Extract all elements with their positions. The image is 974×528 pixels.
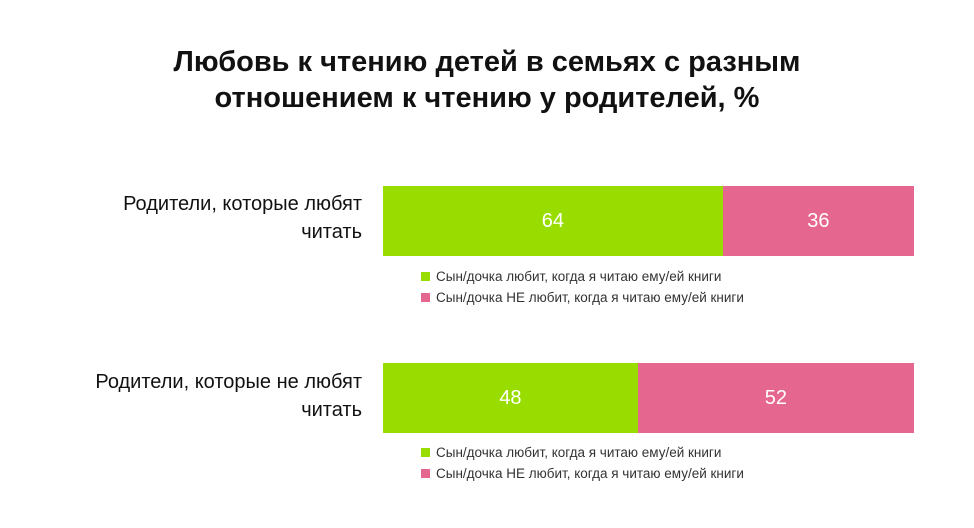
row-2-legend-text-not-loves: Сын/дочка НЕ любит, когда я читаю ему/ей… [436, 466, 744, 481]
chart-title-line-1: Любовь к чтению детей в семьях с разным [173, 46, 801, 78]
row-2-legend-item-loves: Сын/дочка любит, когда я читаю ему/ей кн… [421, 442, 744, 463]
row-1-legend-swatch-not-loves [421, 293, 430, 302]
row-1-bar-loves-value: 64 [541, 209, 565, 232]
row-2-stacked-bar: 48 52 [383, 363, 914, 433]
row-1-legend-item-not-loves: Сын/дочка НЕ любит, когда я читаю ему/ей… [421, 287, 744, 308]
row-2-bar-not-loves: 52 [637, 363, 914, 433]
row-1-bar-not-loves-value: 36 [807, 209, 830, 232]
row-2-label-line-1: Родители, которые не любят [95, 371, 362, 393]
chart-title: Любовь к чтению детей в семьях с разным … [0, 44, 974, 116]
row-1-legend: Сын/дочка любит, когда я читаю ему/ей кн… [421, 266, 744, 308]
row-1-legend-swatch-loves [421, 272, 430, 281]
row-2-bar-not-loves-value: 52 [764, 386, 788, 409]
row-1-label-line-1: Родители, которые любят [123, 193, 362, 215]
row-2-label: Родители, которые не любят читать [22, 368, 362, 424]
row-1-legend-text-not-loves: Сын/дочка НЕ любит, когда я читаю ему/ей… [436, 290, 744, 305]
row-2-legend-text-loves: Сын/дочка любит, когда я читаю ему/ей кн… [436, 445, 722, 460]
chart-title-line-2: отношением к чтению у родителей, % [214, 82, 760, 114]
row-1-legend-item-loves: Сын/дочка любит, когда я читаю ему/ей кн… [421, 266, 744, 287]
row-2-legend-swatch-not-loves [421, 469, 430, 478]
row-1-label-line-2: читать [301, 221, 362, 243]
row-2-legend-swatch-loves [421, 448, 430, 457]
row-1-stacked-bar: 64 36 [383, 186, 914, 256]
row-1-bar-loves: 64 [383, 186, 723, 256]
row-2-legend-item-not-loves: Сын/дочка НЕ любит, когда я читаю ему/ей… [421, 463, 744, 484]
row-1-label: Родители, которые любят читать [22, 190, 362, 246]
row-2-bar-loves-value: 48 [499, 386, 522, 409]
row-2-legend: Сын/дочка любит, когда я читаю ему/ей кн… [421, 442, 744, 484]
row-2-label-line-2: читать [301, 399, 362, 421]
row-1-legend-text-loves: Сын/дочка любит, когда я читаю ему/ей кн… [436, 269, 722, 284]
row-1-bar-not-loves: 36 [722, 186, 914, 256]
row-2-bar-loves: 48 [383, 363, 638, 433]
